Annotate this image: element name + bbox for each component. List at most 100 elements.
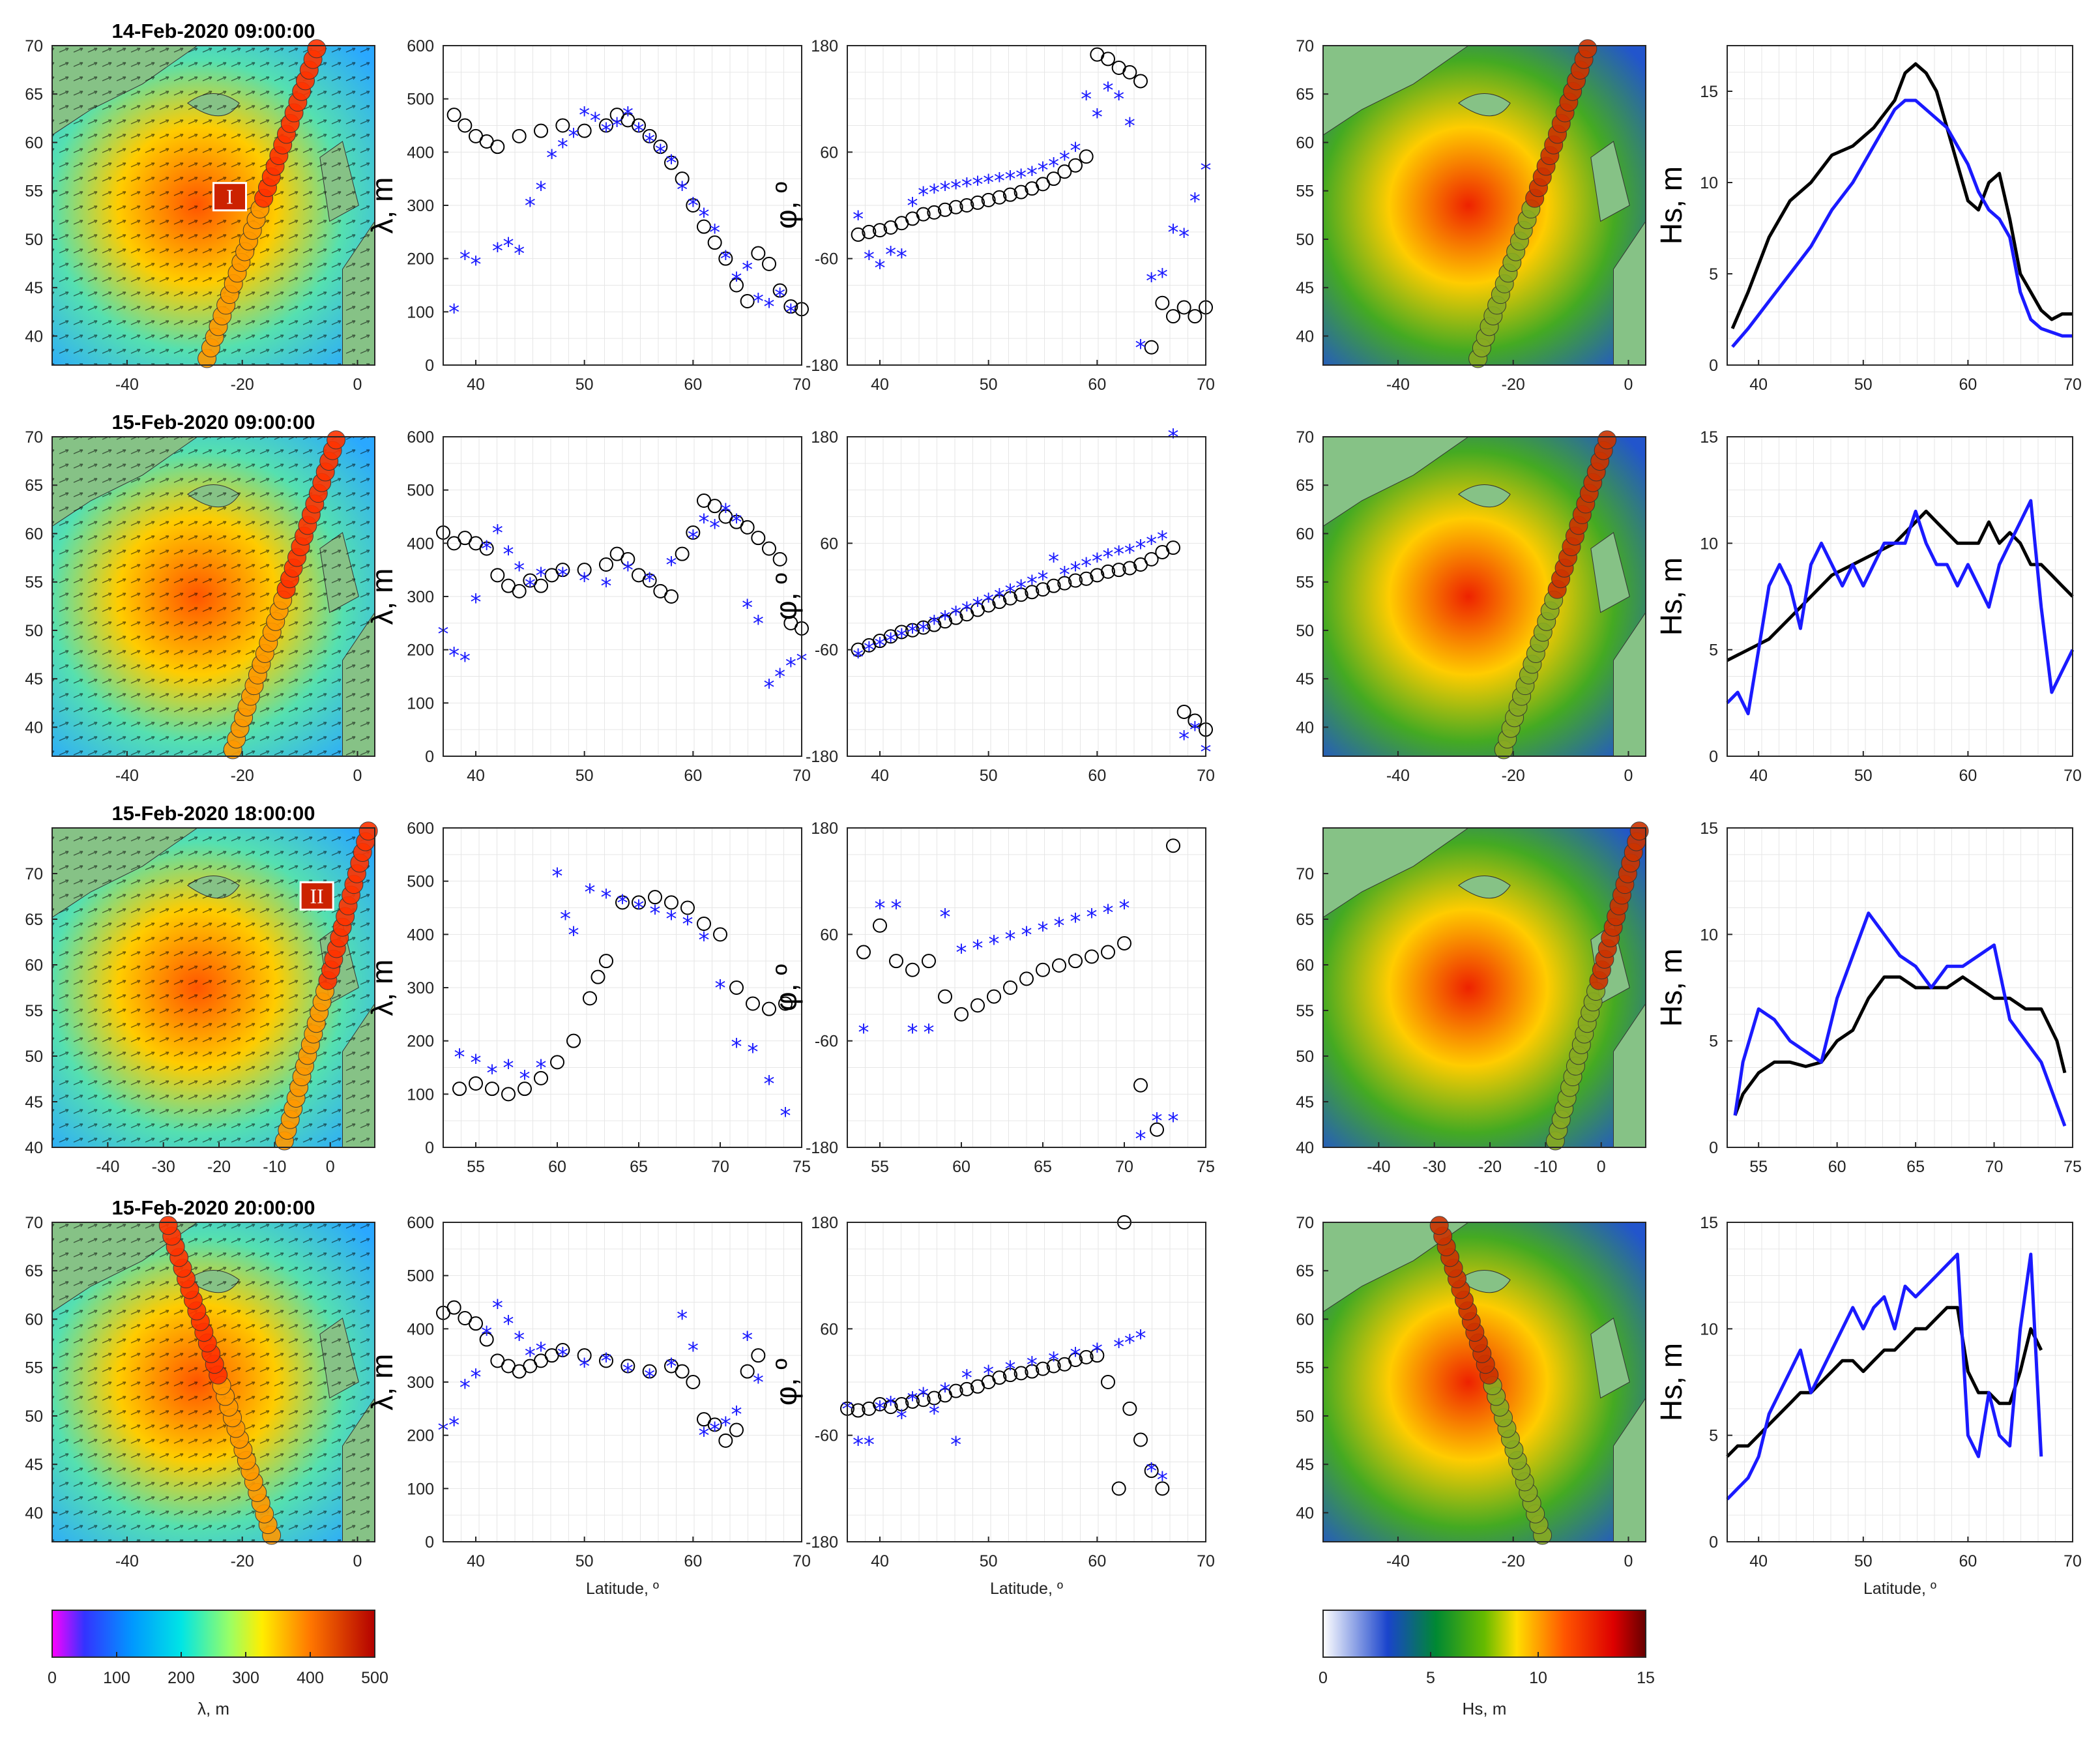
sar-point — [992, 190, 1007, 205]
model-point: * — [1135, 1126, 1146, 1152]
y-tick-label: 50 — [1296, 1048, 1314, 1066]
x-tick-label: -20 — [207, 1158, 231, 1176]
y-tick-label: 10 — [1700, 1320, 1718, 1338]
sar-point — [856, 945, 871, 960]
x-tick-label: 65 — [630, 1158, 648, 1176]
sar-point — [664, 895, 678, 910]
sar-point — [1019, 971, 1034, 986]
sar-point — [512, 583, 527, 598]
axes-frame — [1727, 827, 2073, 1148]
sar-point — [751, 246, 766, 261]
sar-point — [599, 118, 613, 133]
sar-point — [851, 1403, 866, 1418]
satellite-track — [1429, 1216, 1553, 1545]
marker-label: II — [310, 884, 323, 907]
sar-point — [1003, 591, 1017, 606]
x-tick-label: 40 — [467, 376, 485, 394]
track-point — [1629, 821, 1649, 841]
sar-point — [927, 205, 942, 220]
x-tick-label: 70 — [2064, 376, 2082, 394]
sar-point — [938, 202, 952, 217]
y-tick-label: 400 — [407, 143, 434, 162]
sar-point — [642, 1364, 657, 1379]
model-point: * — [853, 645, 864, 671]
model-point: * — [891, 896, 902, 922]
y-tick-label: 60 — [25, 1310, 43, 1329]
y-axis-label: φ, º — [769, 1359, 803, 1406]
x-tick-label: 75 — [793, 1158, 811, 1176]
sar-point — [1144, 552, 1159, 567]
track-point — [327, 430, 346, 450]
sar-point — [778, 996, 793, 1011]
sar-point — [675, 171, 690, 186]
model-point: * — [448, 643, 459, 669]
y-tick-label: 65 — [1296, 1262, 1314, 1280]
model-point: * — [929, 1401, 940, 1427]
sar-series — [851, 540, 1213, 737]
y-tick-label: 55 — [1296, 183, 1314, 201]
model-point: * — [448, 299, 459, 325]
sar-point — [1036, 1361, 1050, 1376]
model-point: * — [525, 574, 536, 600]
model-point: * — [454, 1044, 465, 1070]
y-tick-label: 65 — [1296, 85, 1314, 104]
model-point: * — [536, 1055, 547, 1082]
model-hs-line — [1733, 911, 2067, 1127]
sar-point — [981, 192, 996, 207]
x-tick-label: 55 — [1749, 1158, 1768, 1176]
x-tick-label: -10 — [1534, 1158, 1557, 1176]
x-tick-label: -20 — [1478, 1158, 1502, 1176]
sar-point — [599, 954, 613, 969]
sar-point — [927, 1391, 942, 1406]
y-tick-label: 400 — [407, 1320, 434, 1338]
model-point: * — [1157, 1467, 1168, 1494]
y-tick-label: 60 — [820, 926, 838, 944]
colorbar-tick-label: 500 — [361, 1669, 388, 1687]
sar-point — [916, 620, 931, 635]
sar-point — [916, 207, 931, 222]
model-point: * — [644, 129, 655, 155]
y-tick-label: 70 — [1296, 865, 1314, 883]
y-tick-label: 65 — [25, 911, 43, 929]
y-tick-label: 70 — [1296, 1214, 1314, 1232]
sar-point — [642, 128, 657, 143]
sar-point — [591, 969, 605, 984]
model-point: * — [557, 134, 568, 160]
axes-frame — [1322, 1222, 1646, 1542]
sar-point — [1014, 1366, 1028, 1381]
sar-point — [772, 283, 787, 298]
track-point — [158, 1216, 178, 1235]
model-point: * — [950, 602, 961, 628]
model-point: * — [940, 177, 951, 203]
sar-point — [1025, 585, 1040, 600]
sar-point — [762, 1001, 776, 1016]
model-point: * — [1038, 158, 1049, 184]
model-point: * — [1081, 87, 1092, 113]
colorbar-hs: 0 5 10 15 Hs, m — [1319, 1610, 1655, 1718]
x-tick-label: 70 — [1115, 1158, 1133, 1176]
sar-point — [707, 235, 722, 250]
sar-point — [485, 1082, 499, 1097]
model-point: * — [875, 896, 886, 922]
sar-point — [729, 1422, 744, 1437]
iceland-land — [1458, 1270, 1511, 1293]
x-tick-label: 0 — [353, 376, 362, 394]
model-point: * — [896, 624, 907, 650]
y-tick-label: 200 — [407, 641, 434, 660]
y-tick-label: 15 — [1700, 428, 1718, 447]
y-tick-label: -60 — [815, 1427, 838, 1445]
model-point: * — [864, 246, 875, 272]
sar-point — [948, 610, 963, 625]
model-point: * — [961, 597, 972, 623]
model-point: * — [875, 255, 886, 281]
marker-box — [212, 182, 247, 212]
colorbar-tick-label: 15 — [1637, 1669, 1655, 1687]
sar-point — [697, 219, 711, 234]
x-tick-label: -40 — [115, 1552, 139, 1570]
sar-point — [762, 541, 776, 556]
map-panel: -40 -20 0 70 65 60 55 50 45 40 — [1296, 1214, 1646, 1570]
sar-point — [686, 525, 701, 540]
x-tick-label: 70 — [1197, 376, 1215, 394]
model-point: * — [1015, 575, 1027, 601]
